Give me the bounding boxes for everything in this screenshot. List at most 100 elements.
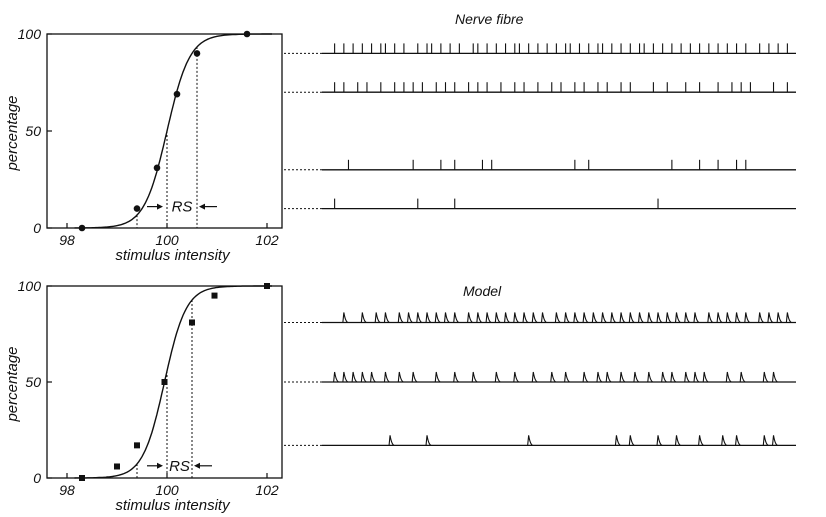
- spike: [531, 312, 538, 323]
- data-point: [153, 164, 161, 172]
- rs-arrowhead-right: [199, 203, 205, 210]
- spike: [342, 312, 349, 323]
- x-tick-label: 102: [255, 232, 279, 248]
- y-axis-label: percentage: [4, 346, 21, 422]
- spike: [637, 312, 644, 323]
- spike: [471, 371, 478, 383]
- y-tick-label: 100: [18, 26, 42, 42]
- spike: [453, 371, 460, 383]
- data-point: [264, 283, 270, 289]
- spike: [351, 371, 358, 383]
- spike: [494, 371, 501, 383]
- data-point: [78, 224, 86, 232]
- x-tick-label: 100: [155, 482, 179, 498]
- spike: [370, 371, 376, 383]
- y-tick-label: 0: [33, 470, 41, 486]
- spike: [674, 435, 681, 446]
- y-tick-label: 100: [18, 278, 42, 294]
- spike: [550, 371, 557, 383]
- spike: [767, 312, 774, 323]
- spike: [725, 312, 732, 323]
- spike: [771, 371, 778, 383]
- spike: [596, 371, 603, 383]
- spike-train: [284, 435, 796, 447]
- x-tick-label: 100: [155, 232, 179, 248]
- spike: [540, 312, 547, 323]
- data-point: [114, 463, 120, 470]
- spike: [416, 312, 423, 323]
- traces-title: Model: [463, 283, 502, 299]
- spike-train: [284, 43, 796, 55]
- spike: [522, 312, 529, 323]
- spike: [494, 312, 501, 323]
- spike: [531, 371, 538, 383]
- spike: [656, 435, 663, 446]
- x-axis-label: stimulus intensity: [115, 247, 231, 264]
- rs-annotation: RS: [169, 458, 190, 475]
- x-tick-label: 98: [59, 232, 75, 248]
- y-tick-label: 50: [25, 123, 41, 139]
- spike: [762, 371, 769, 383]
- spike: [771, 435, 778, 446]
- spike: [739, 371, 746, 383]
- spike: [425, 312, 432, 323]
- spike: [605, 371, 612, 383]
- spike: [443, 312, 450, 323]
- spike: [614, 435, 621, 446]
- spike: [776, 312, 783, 323]
- spike: [582, 371, 589, 383]
- spike: [513, 371, 520, 383]
- spike: [785, 312, 792, 323]
- plot-frame: [46, 33, 283, 229]
- spike: [656, 312, 663, 323]
- spike: [485, 312, 492, 323]
- spike: [633, 371, 640, 383]
- spike: [554, 312, 561, 323]
- rs-arrowhead-left: [157, 462, 163, 469]
- spike: [564, 371, 570, 383]
- y-tick-label: 0: [33, 220, 41, 236]
- spike: [527, 435, 533, 446]
- spike: [434, 312, 441, 323]
- data-point: [189, 319, 195, 326]
- data-point: [161, 379, 168, 385]
- spike: [693, 312, 700, 323]
- spike-train: [284, 371, 796, 383]
- spike: [476, 312, 483, 323]
- spike: [610, 312, 617, 323]
- spike: [735, 435, 741, 446]
- spike: [425, 435, 432, 446]
- spike: [333, 371, 339, 383]
- spike: [582, 312, 589, 323]
- data-point: [173, 90, 181, 98]
- spike: [698, 435, 704, 446]
- spike-train: [284, 312, 796, 324]
- y-tick-label: 50: [25, 374, 41, 390]
- x-tick-label: 98: [59, 482, 75, 498]
- spike: [684, 371, 691, 383]
- x-axis-label: stimulus intensity: [115, 497, 231, 514]
- spike: [360, 312, 367, 323]
- rs-arrowhead-left: [157, 203, 163, 210]
- spike: [647, 312, 654, 323]
- spike: [647, 371, 654, 383]
- spike-train: [284, 82, 796, 93]
- spike: [684, 312, 691, 323]
- rs-annotation: RS: [172, 199, 193, 216]
- spike: [619, 312, 626, 323]
- data-point: [133, 205, 141, 212]
- spike: [573, 312, 580, 323]
- spike: [707, 312, 714, 323]
- spike: [721, 435, 727, 446]
- spike: [693, 371, 700, 383]
- data-point: [134, 442, 140, 449]
- spike: [758, 312, 764, 323]
- spike: [342, 371, 349, 383]
- spike: [601, 312, 607, 323]
- spike: [513, 312, 520, 323]
- data-point: [79, 475, 85, 481]
- spike: [744, 312, 751, 323]
- spike: [388, 435, 395, 446]
- spike: [397, 371, 404, 383]
